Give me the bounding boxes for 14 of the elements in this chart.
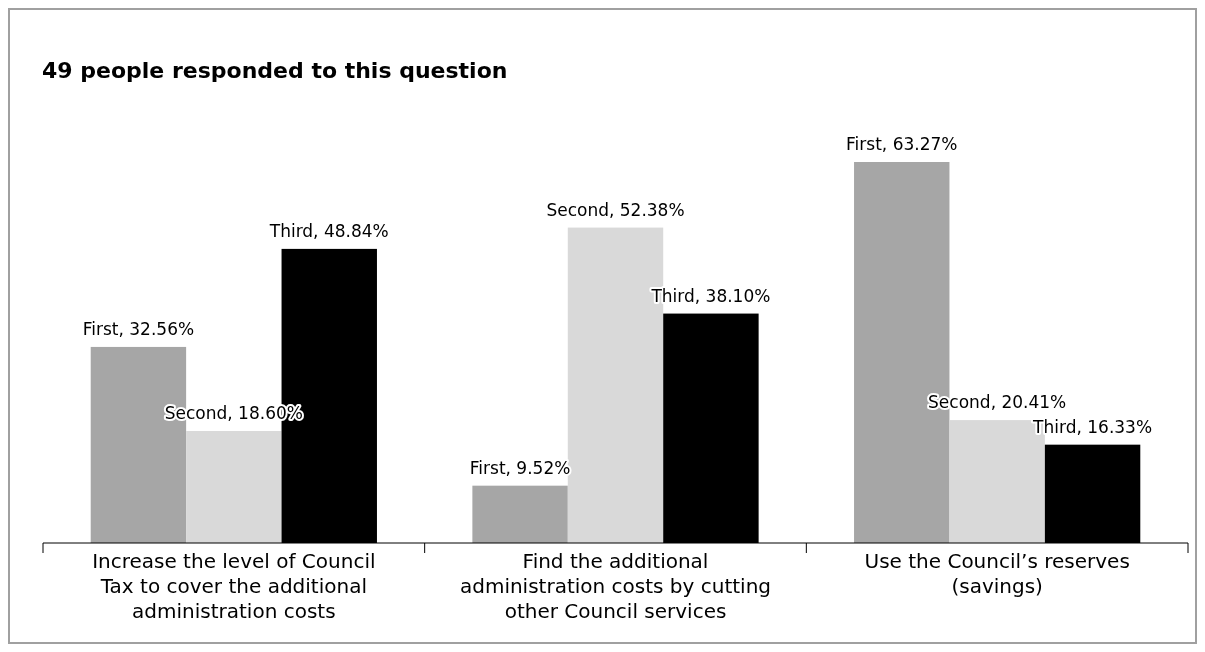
data-label: Third, 38.10% — [650, 285, 771, 306]
x-tick-label: Increase the level of Council Tax to cover the additional administration costs — [92, 549, 376, 623]
data-label: First, 9.52% — [469, 457, 571, 478]
data-label: Third, 16.33% — [1032, 416, 1153, 437]
x-tick-label: Find the additional administration costs by cutting other Council services — [459, 549, 772, 623]
bar — [472, 485, 568, 543]
chart-title: 49 people responded to this question — [42, 58, 508, 83]
data-label: First, 63.27% — [846, 134, 958, 154]
bar — [186, 430, 282, 543]
data-label: Third, 48.84% — [268, 220, 389, 241]
data-label: Second, 20.41% — [928, 392, 1067, 413]
data-label: Second, 52.38% — [546, 199, 685, 220]
data-label: First, 32.56% — [82, 318, 195, 339]
x-tick-label: Use the Council’s reserves (savings) — [864, 549, 1130, 598]
